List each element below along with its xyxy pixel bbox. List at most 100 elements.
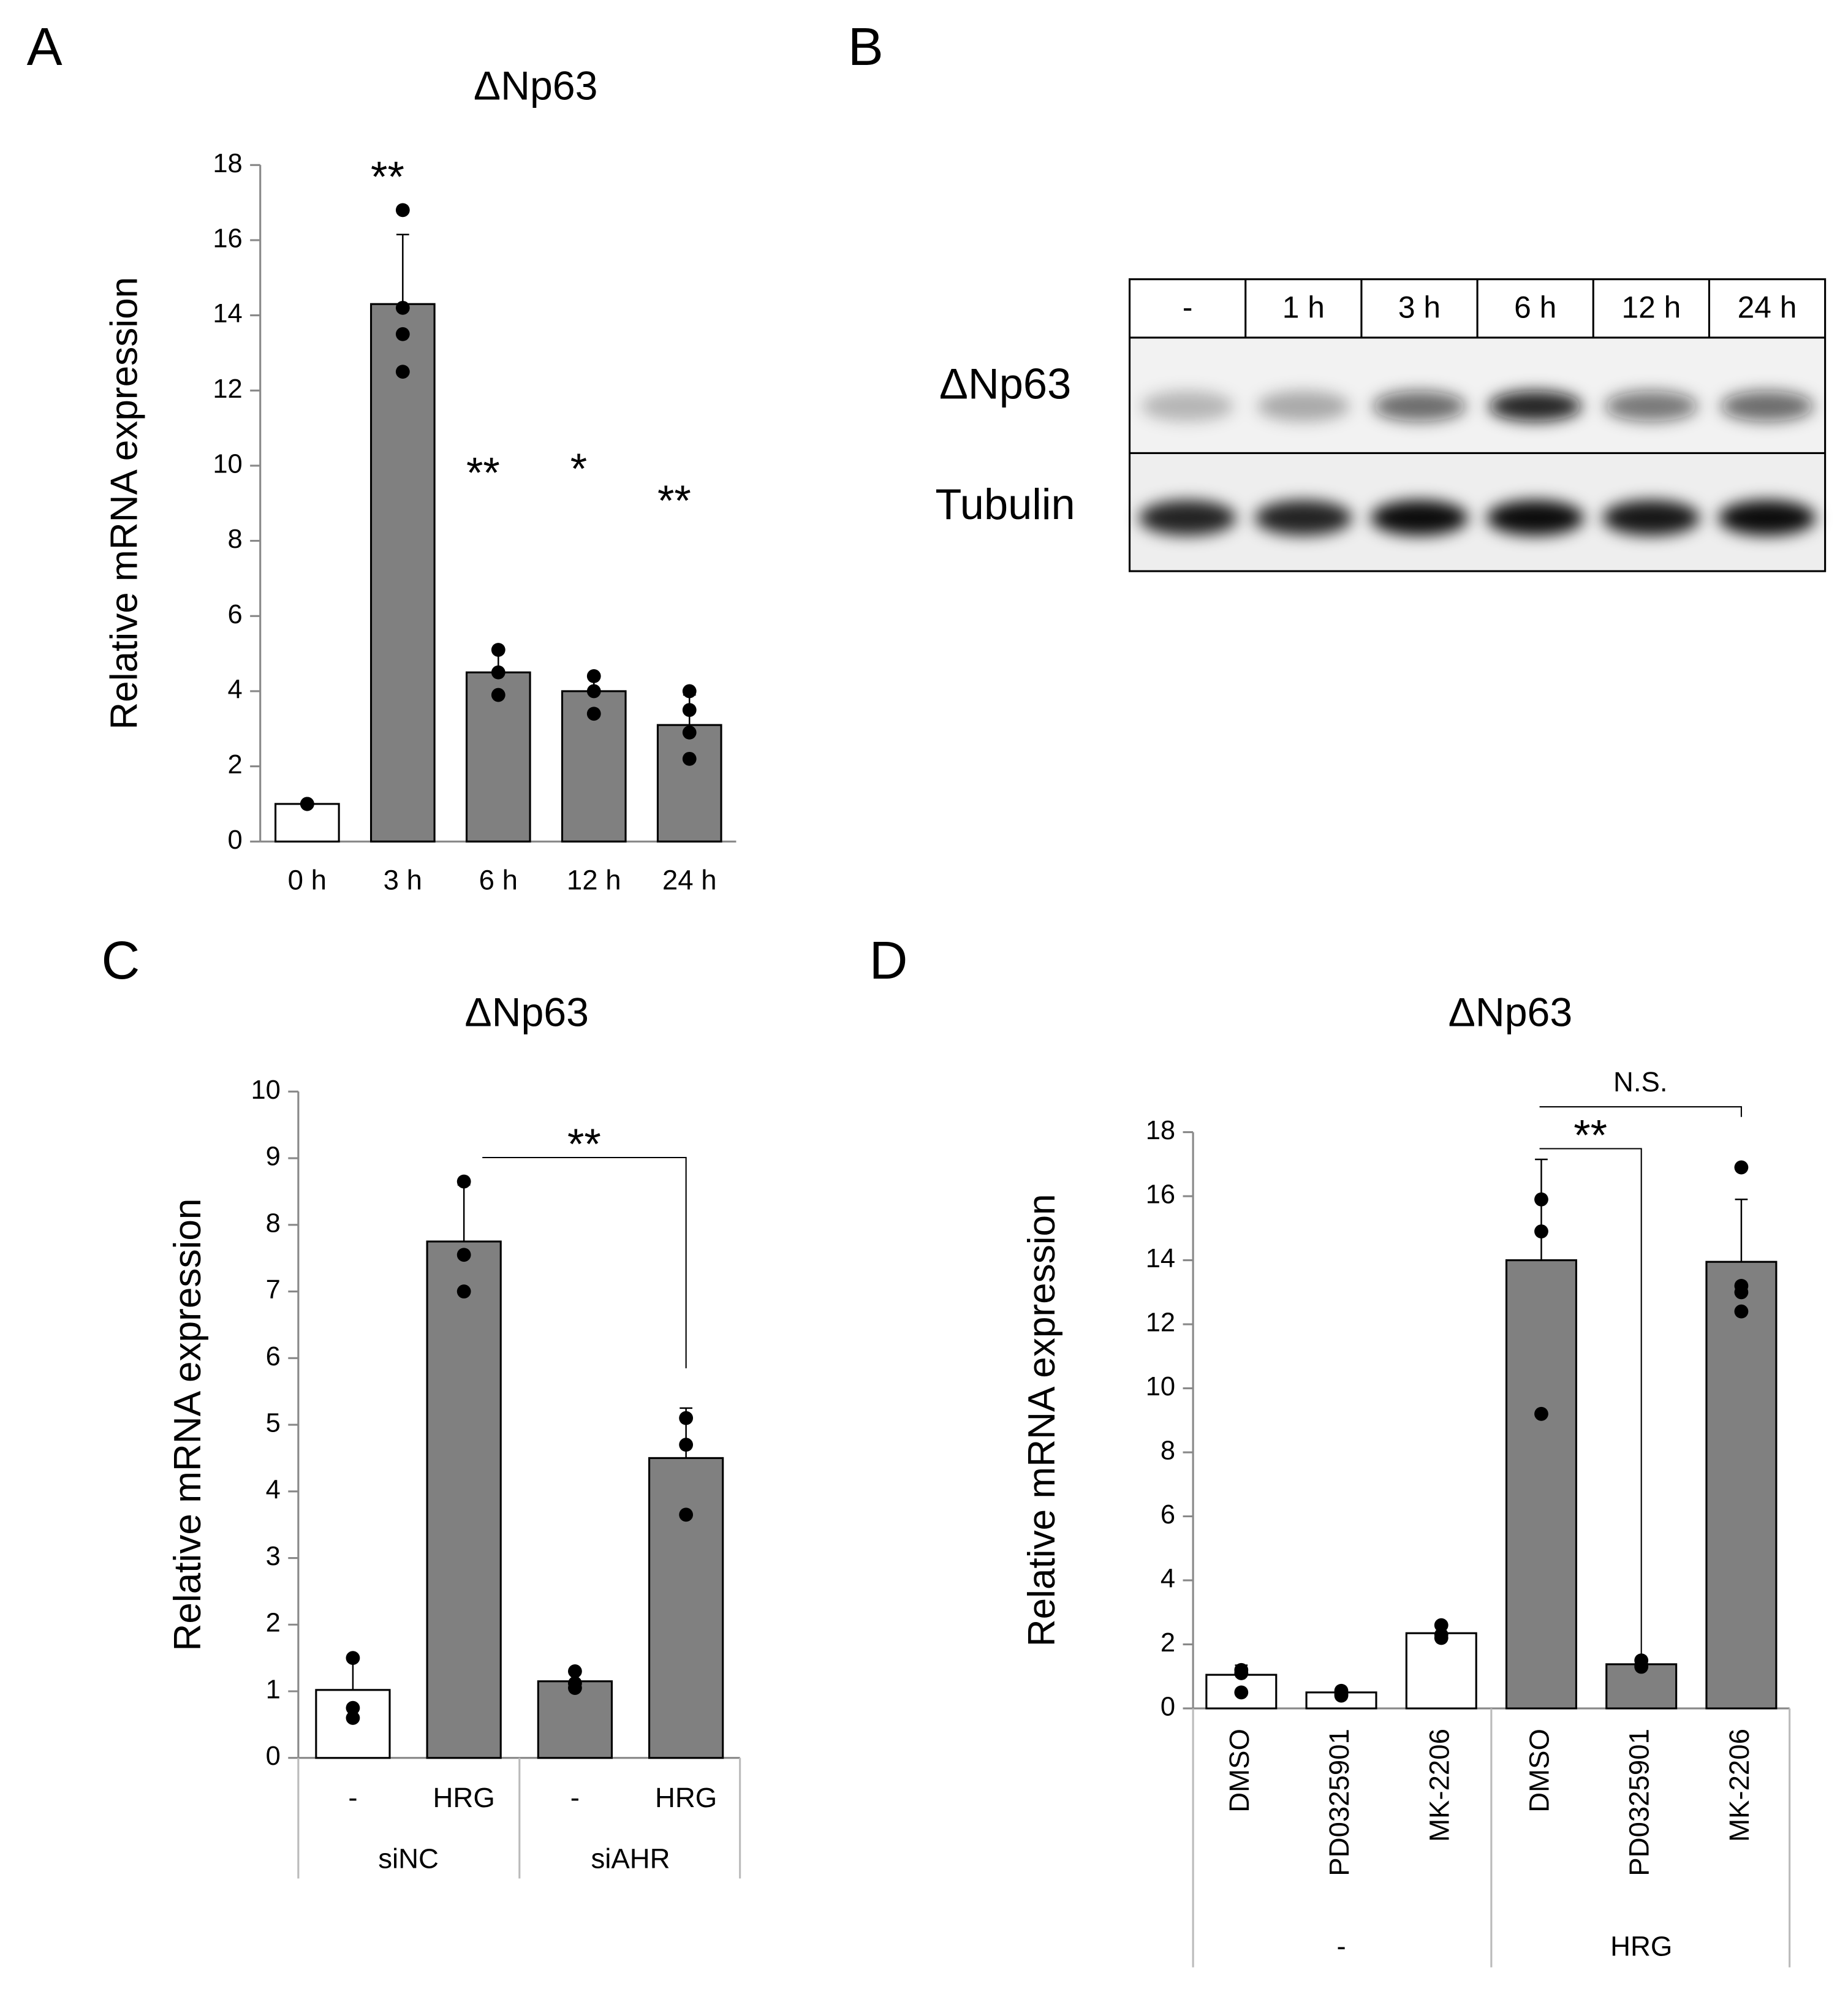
x-tick-label: PD0325901 [1624,1729,1655,1876]
x-tick-label: 0 h [288,865,327,896]
y-tick-label: 3 [266,1542,281,1571]
data-point [395,300,410,315]
data-point [682,703,697,717]
y-tick-label: 8 [266,1208,281,1238]
significance: * [570,444,587,493]
data-point [395,327,410,341]
data-point [682,726,697,740]
x-tick-label: 24 h [662,865,717,896]
y-tick-label: 9 [266,1142,281,1172]
y-tick-label: 8 [228,525,243,554]
x-tick-label: MK-2206 [1724,1729,1755,1842]
y-tick-label: 10 [213,449,242,479]
lane-label: 12 h [1621,290,1681,325]
x-tick-label: - [570,1782,580,1813]
data-point [1534,1406,1548,1421]
y-tick-label: 0 [228,825,243,855]
y-tick-label: 10 [1146,1372,1175,1401]
x-tick-label: DMSO [1524,1729,1555,1813]
data-point [456,1174,471,1189]
band [1489,390,1582,422]
bracket-label: ** [567,1120,601,1168]
data-point [1234,1685,1249,1700]
data-point [491,688,506,702]
data-point [568,1664,582,1678]
y-tick-label: 14 [213,299,242,328]
data-point [1734,1285,1749,1300]
bar [1505,1259,1577,1710]
y-tick-label: 0 [266,1742,281,1771]
blot-frame [1128,278,1827,572]
x-tick-label: 6 h [479,865,518,896]
data-point [1534,1224,1548,1238]
band [1602,500,1700,536]
chart-title: ΔNp63 [1448,990,1573,1036]
y-tick-label: 7 [266,1275,281,1305]
row-label: ΔNp63 [939,359,1071,408]
data-point [1234,1666,1249,1680]
y-tick-label: 16 [213,224,242,253]
y-tick-label: 6 [266,1342,281,1371]
lane-label: 1 h [1282,290,1325,325]
y-axis-label: Relative mRNA expression [167,1199,209,1651]
y-tick-label: 6 [1161,1500,1175,1530]
band [1141,390,1234,422]
significance: ** [466,448,500,496]
band [1605,390,1698,422]
panel-letter: B [848,17,884,77]
lane-label: 3 h [1398,290,1441,325]
y-tick-label: 8 [1161,1436,1175,1466]
data-point [491,643,506,657]
band [1721,390,1814,422]
y-tick-label: 4 [228,675,243,704]
data-point [682,684,697,699]
chart-title: ΔNp63 [464,990,589,1036]
y-tick-label: 4 [266,1475,281,1504]
data-point [1434,1618,1448,1632]
row-label: Tubulin [935,480,1075,528]
data-point [586,707,601,721]
x-tick-label: 12 h [567,865,621,896]
band [1138,500,1236,536]
band [1718,500,1816,536]
y-axis-label: Relative mRNA expression [1021,1194,1063,1647]
y-tick-label: 18 [1146,1116,1175,1145]
y-tick-label: 4 [1161,1564,1175,1593]
y-tick-label: 5 [266,1409,281,1438]
y-tick-label: 6 [228,600,243,629]
bracket [1539,1106,1742,1117]
bracket [482,1156,687,1368]
group-label: siNC [378,1843,439,1875]
data-point [300,797,314,811]
band [1486,500,1585,536]
data-point [346,1651,360,1666]
data-point [1634,1659,1649,1674]
data-point [456,1284,471,1298]
data-point [1434,1628,1448,1642]
significance: ** [371,153,404,201]
blot-bands [1138,390,1816,536]
bar [369,303,436,843]
data-point [679,1438,694,1452]
bar [656,724,722,843]
bar [1405,1632,1477,1710]
lane-label: 24 h [1738,290,1797,325]
data-point [586,684,601,699]
group-label: siAHR [591,1843,670,1875]
y-tick-label: 0 [1161,1692,1175,1721]
group-label: - [1336,1930,1346,1962]
bar [1705,1260,1778,1710]
y-tick-label: 16 [1146,1180,1175,1210]
y-tick-label: 10 [251,1075,280,1105]
data-point [395,365,410,379]
data-point [1734,1304,1749,1319]
y-tick-label: 2 [1161,1628,1175,1658]
data-point [456,1248,471,1262]
blot-row [1129,337,1825,453]
data-point [395,203,410,218]
data-point [679,1507,694,1522]
data-point [586,669,601,683]
data-point [682,751,697,766]
data-point [346,1700,360,1715]
